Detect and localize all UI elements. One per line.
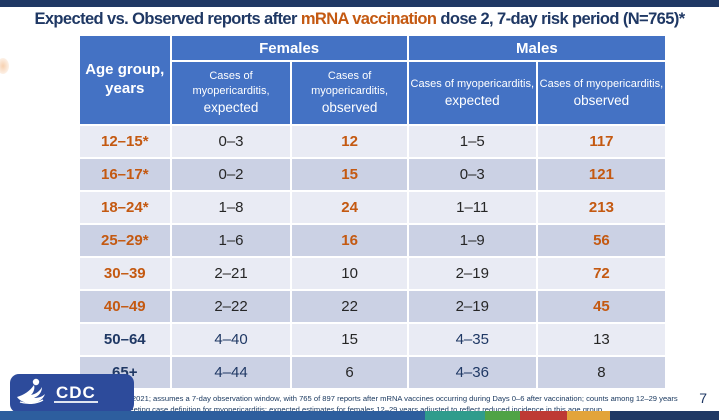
males-group-header: Males [406, 34, 668, 62]
males-observed-cell: 213 [535, 190, 668, 225]
sub-label: Cases of myopericarditis, [192, 70, 270, 97]
bottom-accent-bar [0, 411, 719, 420]
age-cell: 50–64 [78, 322, 172, 357]
males-expected-cell: 4–35 [406, 322, 538, 357]
title-accent: mRNA vaccination [300, 10, 437, 28]
females-expected-cell: 0–3 [169, 124, 293, 159]
table-row: 30–39 2–21 10 2–19 72 [78, 256, 668, 291]
females-group-header: Females [169, 34, 409, 62]
expected-vs-observed-table: Age group, years Females Males Cases of … [78, 34, 668, 390]
cdc-logo-text: CDC [54, 382, 98, 404]
page-number: 7 [699, 390, 707, 406]
males-expected-cell: 1–5 [406, 124, 538, 159]
females-expected-cell: 1–6 [169, 223, 293, 258]
bar-segment-green [485, 411, 520, 420]
edge-artifact [0, 58, 9, 74]
sub-emph-observed: observed [573, 92, 630, 108]
females-observed-cell: 15 [290, 322, 409, 357]
males-observed-cell: 13 [535, 322, 668, 357]
slide-title: Expected vs. Observed reports after mRNA… [0, 10, 719, 29]
footnote: * As of Aug 18, 2021; assumes a 7-day ob… [80, 394, 678, 415]
age-cell: 30–39 [78, 256, 172, 291]
males-observed-cell: 8 [535, 355, 668, 390]
females-observed-cell: 16 [290, 223, 409, 258]
males-observed-cell: 56 [535, 223, 668, 258]
cdc-logo: CDC [10, 374, 134, 413]
table-row: 18–24* 1–8 24 1–11 213 [78, 190, 668, 225]
males-observed-header: Cases of myopericarditis, observed [535, 60, 668, 126]
sub-label: Cases of myopericarditis, [539, 77, 664, 90]
sub-label: Cases of myopericarditis, [410, 77, 535, 90]
males-expected-header: Cases of myopericarditis, expected [406, 60, 538, 126]
females-observed-cell: 10 [290, 256, 409, 291]
hhs-eagle-icon [14, 375, 50, 412]
females-observed-cell: 12 [290, 124, 409, 159]
females-expected-cell: 2–21 [169, 256, 293, 291]
table-row: 50–64 4–40 15 4–35 13 [78, 322, 668, 357]
females-expected-header: Cases of myopericarditis, expected [169, 60, 293, 126]
title-part2: dose 2, 7-day risk period (N=765)* [436, 10, 685, 28]
bar-segment-red [520, 411, 567, 420]
males-expected-cell: 1–11 [406, 190, 538, 225]
females-observed-header: Cases of myopericarditis, observed [290, 60, 409, 126]
age-cell: 16–17* [78, 157, 172, 192]
females-expected-cell: 4–44 [169, 355, 293, 390]
table-row: 16–17* 0–2 15 0–3 121 [78, 157, 668, 192]
males-expected-cell: 4–36 [406, 355, 538, 390]
males-observed-cell: 121 [535, 157, 668, 192]
females-expected-cell: 1–8 [169, 190, 293, 225]
age-cell: 18–24* [78, 190, 172, 225]
bar-segment-navy [610, 411, 719, 420]
sub-emph-expected: expected [444, 92, 500, 108]
table-row: 65+ 4–44 6 4–36 8 [78, 355, 668, 390]
females-observed-cell: 6 [290, 355, 409, 390]
top-accent-strip [0, 0, 719, 7]
females-expected-cell: 4–40 [169, 322, 293, 357]
age-cell: 40–49 [78, 289, 172, 324]
males-expected-cell: 2–19 [406, 256, 538, 291]
sub-label: Cases of myopericarditis, [311, 70, 389, 97]
bar-segment-teal [425, 411, 485, 420]
males-observed-cell: 72 [535, 256, 668, 291]
age-cell: 25–29* [78, 223, 172, 258]
females-observed-cell: 24 [290, 190, 409, 225]
header-group-row: Age group, years Females Males [78, 34, 668, 126]
males-observed-cell: 117 [535, 124, 668, 159]
males-expected-cell: 0–3 [406, 157, 538, 192]
females-observed-cell: 15 [290, 157, 409, 192]
title-part1: Expected vs. Observed reports after [34, 10, 301, 28]
males-observed-cell: 45 [535, 289, 668, 324]
males-expected-cell: 2–19 [406, 289, 538, 324]
age-cell: 12–15* [78, 124, 172, 159]
table-row: 25–29* 1–6 16 1–9 56 [78, 223, 668, 258]
header-sub-row: Cases of myopericarditis, expected Cases… [79, 60, 668, 126]
females-expected-cell: 0–2 [169, 157, 293, 192]
bar-segment-blue [0, 411, 425, 420]
sub-emph-expected: expected [203, 100, 259, 116]
table-row: 40–49 2–22 22 2–19 45 [78, 289, 668, 324]
sub-emph-observed: observed [321, 100, 378, 116]
age-group-header: Age group, years [78, 34, 172, 126]
females-observed-cell: 22 [290, 289, 409, 324]
males-expected-cell: 1–9 [406, 223, 538, 258]
bar-segment-amber [567, 411, 610, 420]
table-row: 12–15* 0–3 12 1–5 117 [78, 124, 668, 159]
females-expected-cell: 2–22 [169, 289, 293, 324]
